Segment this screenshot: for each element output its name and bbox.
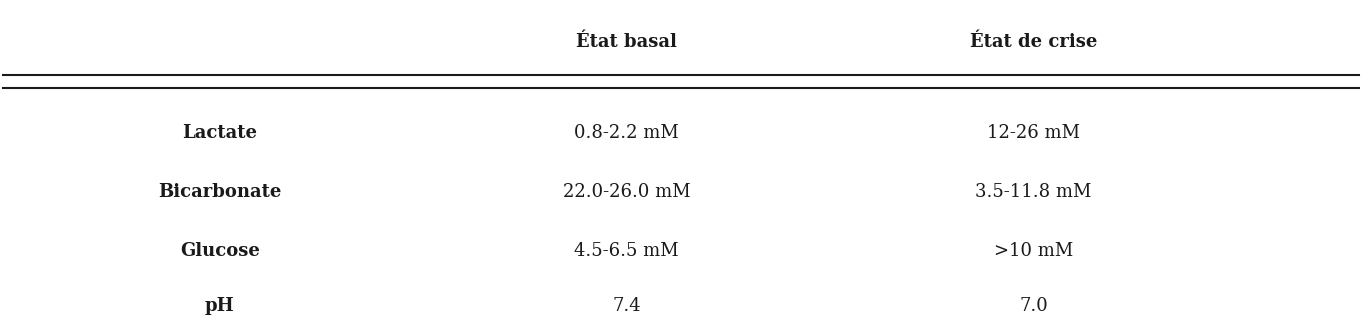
Text: 12-26 mM: 12-26 mM (987, 124, 1080, 142)
Text: >10 mM: >10 mM (994, 242, 1073, 260)
Text: 0.8-2.2 mM: 0.8-2.2 mM (575, 124, 680, 142)
Text: 22.0-26.0 mM: 22.0-26.0 mM (563, 183, 691, 201)
Text: État basal: État basal (576, 33, 677, 51)
Text: 7.4: 7.4 (613, 297, 642, 315)
Text: État de crise: État de crise (970, 33, 1098, 51)
Text: Lactate: Lactate (183, 124, 257, 142)
Text: 3.5-11.8 mM: 3.5-11.8 mM (975, 183, 1092, 201)
Text: 4.5-6.5 mM: 4.5-6.5 mM (575, 242, 680, 260)
Text: 7.0: 7.0 (1019, 297, 1047, 315)
Text: Bicarbonate: Bicarbonate (158, 183, 282, 201)
Text: Glucose: Glucose (180, 242, 260, 260)
Text: pH: pH (206, 297, 234, 315)
